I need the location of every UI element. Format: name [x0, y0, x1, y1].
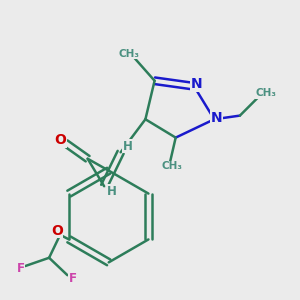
- Text: H: H: [107, 185, 117, 198]
- Text: H: H: [123, 140, 133, 153]
- Text: CH₃: CH₃: [118, 49, 139, 58]
- Text: N: N: [190, 77, 202, 91]
- Text: O: O: [55, 133, 67, 147]
- Text: CH₃: CH₃: [161, 161, 182, 171]
- Text: CH₃: CH₃: [256, 88, 277, 98]
- Text: F: F: [68, 272, 76, 285]
- Text: F: F: [17, 262, 25, 275]
- Text: N: N: [211, 111, 222, 125]
- Text: O: O: [51, 224, 63, 238]
